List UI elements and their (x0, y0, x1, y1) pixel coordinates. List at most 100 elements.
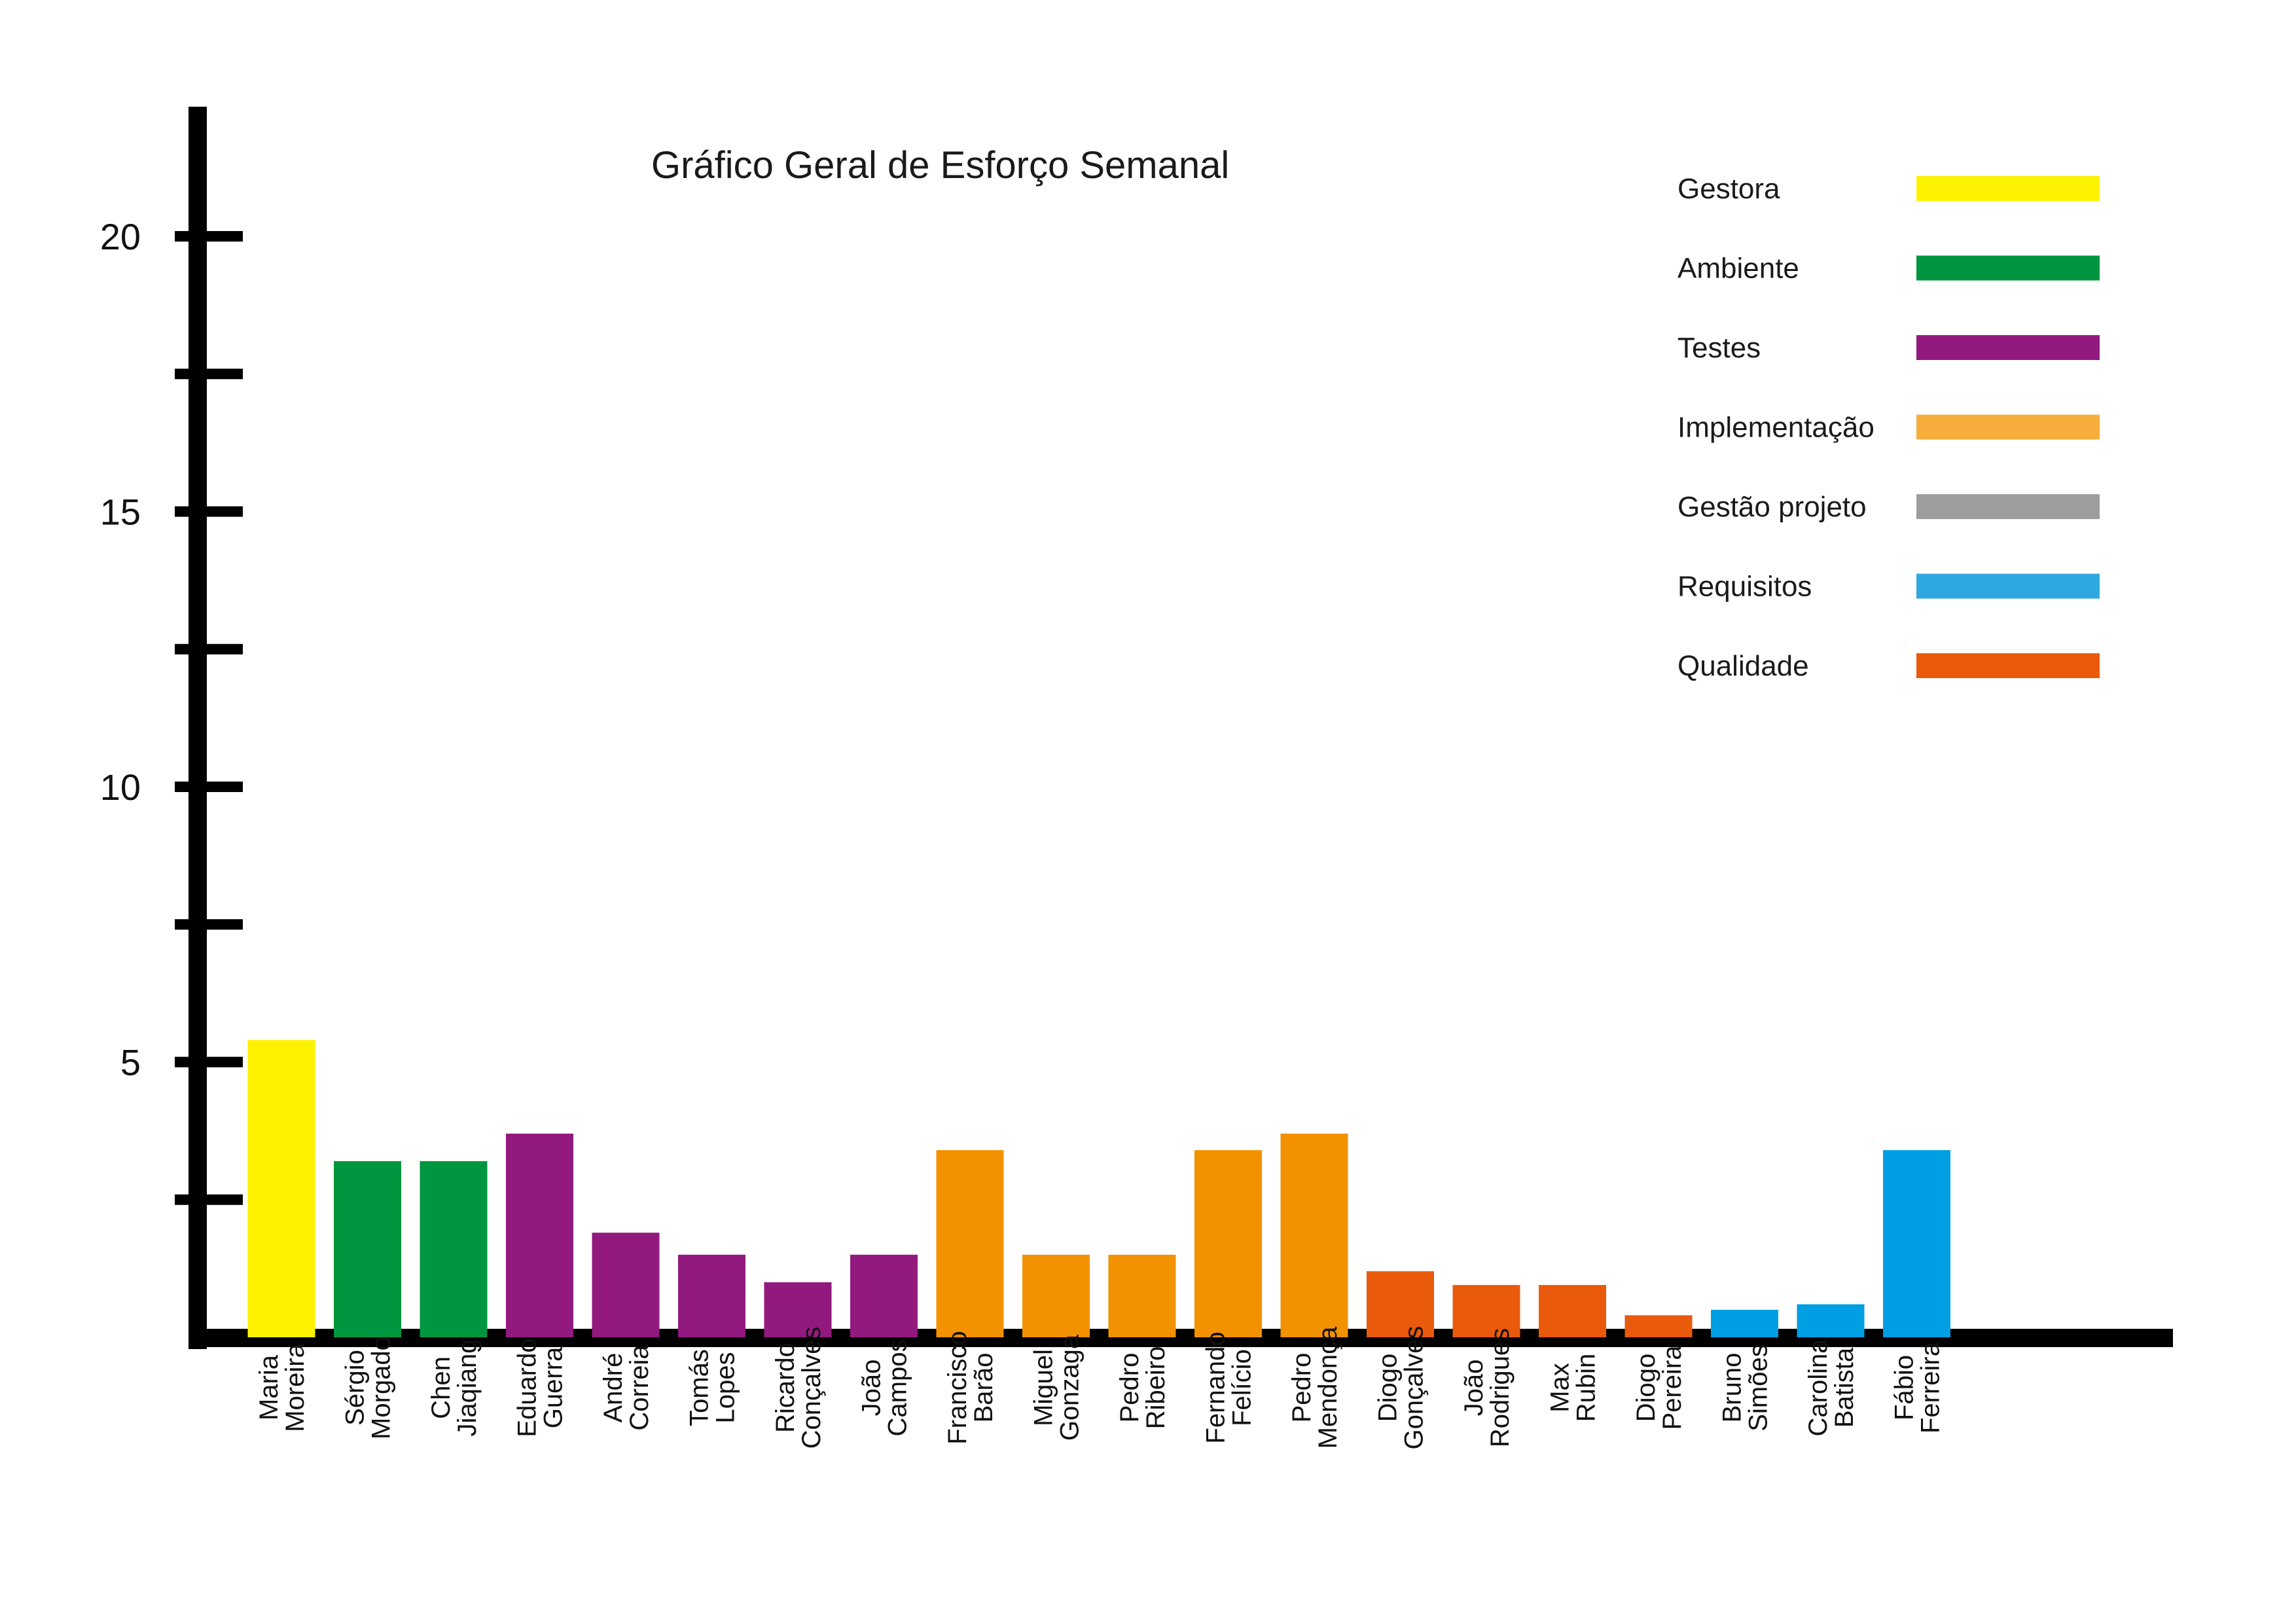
chart-legend: Gestora Ambiente Testes Implementação Gestão… (1677, 173, 2100, 682)
bar (764, 1282, 832, 1337)
bar (506, 1133, 573, 1337)
x-axis-label-line: Pedro (1115, 1353, 1144, 1423)
bar (1711, 1309, 1778, 1337)
bar (1108, 1254, 1176, 1337)
y-tick (175, 1194, 243, 1205)
legend-label: Ambiente (1677, 253, 1799, 285)
legend-label: Testes (1677, 332, 1761, 364)
x-axis-label-line: Carolina (1804, 1339, 1833, 1437)
x-axis-label-line: Simões (1744, 1344, 1773, 1431)
legend-label: Gestão projeto (1677, 491, 1867, 523)
bar (1797, 1304, 1865, 1337)
y-tick (175, 369, 243, 380)
x-axis-label-line: Miguel (1030, 1349, 1058, 1426)
x-axis-label-line: Jiaqiang (453, 1339, 482, 1436)
x-axis-label-line: Morgado (367, 1336, 396, 1439)
x-axis-label-line: Maria (255, 1354, 283, 1420)
x-axis-label-line: Chen (427, 1356, 456, 1419)
y-tick (175, 643, 243, 655)
x-axis-label-line: Ribeiro (1141, 1346, 1170, 1430)
legend-swatch (1916, 414, 2100, 440)
legend-swatch (1916, 653, 2100, 678)
x-axis-label-line: Lopes (711, 1352, 740, 1424)
x-axis-label-line: Gonçalves (1400, 1326, 1429, 1450)
bar (936, 1150, 1004, 1337)
bar (1452, 1285, 1520, 1337)
legend-label: Implementação (1677, 412, 1874, 444)
x-axis-label-line: Max (1546, 1363, 1575, 1413)
bar (1539, 1285, 1606, 1337)
x-axis-label-line: Diogo (1374, 1354, 1403, 1422)
legend-swatch (1916, 573, 2100, 599)
bar (592, 1233, 660, 1337)
x-axis-label-line: Felício (1228, 1349, 1257, 1426)
y-tick (175, 782, 243, 792)
y-tick (175, 919, 243, 930)
x-axis-label-line: João (1460, 1360, 1488, 1416)
bar (1624, 1315, 1693, 1337)
x-axis-label-line: Rodrigues (1486, 1328, 1515, 1447)
bar (1280, 1133, 1348, 1337)
bar (420, 1161, 488, 1337)
bar (1194, 1150, 1262, 1337)
x-axis-label-line: Batista (1830, 1347, 1859, 1428)
x-axis-label-line: Fernando (1202, 1331, 1230, 1443)
bar (1367, 1271, 1434, 1337)
x-axis-label-line: Eduardo (513, 1338, 542, 1437)
y-tick (175, 506, 243, 517)
chart-title: Gráfico Geral de Esforço Semanal (651, 144, 1229, 187)
x-axis-label-line: André (599, 1353, 628, 1423)
legend-swatch (1916, 255, 2100, 281)
x-axis-label-line: Moreira (281, 1343, 310, 1432)
bar (1883, 1150, 1950, 1337)
bar (678, 1254, 745, 1337)
y-tick-label: 10 (100, 767, 141, 808)
y-tick (175, 231, 243, 242)
legend-swatch (1916, 335, 2100, 360)
bar (850, 1254, 918, 1337)
legend-label: Qualidade (1677, 650, 1809, 682)
bar (1022, 1254, 1090, 1337)
x-axis-label-line: Pereira (1658, 1345, 1687, 1430)
x-axis-label-line: Mendonça (1314, 1326, 1342, 1449)
x-axis-label-line: Conçalves (797, 1327, 826, 1449)
legend-label: Requisitos (1677, 571, 1812, 603)
x-axis-label-line: Gonzaga (1056, 1334, 1085, 1441)
x-axis-label-line: Sérgio (341, 1350, 370, 1426)
x-axis-label-line: Fábio (1890, 1355, 1919, 1420)
chart-bars (247, 1039, 1950, 1337)
legend-swatch (1916, 176, 2100, 201)
x-axis-label-line: Ricardo (771, 1343, 800, 1433)
x-axis-label-line: Barão (969, 1353, 998, 1423)
x-axis-label-line: Bruno (1718, 1353, 1747, 1423)
y-axis-line (188, 107, 207, 1349)
bar (334, 1161, 401, 1337)
chart-axes: 5 10 15 20 (100, 107, 2173, 1349)
x-axis-label-line: Correia (625, 1344, 654, 1431)
x-axis-label-line: Rubin (1572, 1354, 1601, 1422)
x-axis-label-line: João (857, 1360, 886, 1416)
legend-swatch (1916, 494, 2100, 519)
x-axis-label-line: Guerra (539, 1346, 568, 1428)
x-axis-label-line: Tomás (685, 1349, 714, 1426)
